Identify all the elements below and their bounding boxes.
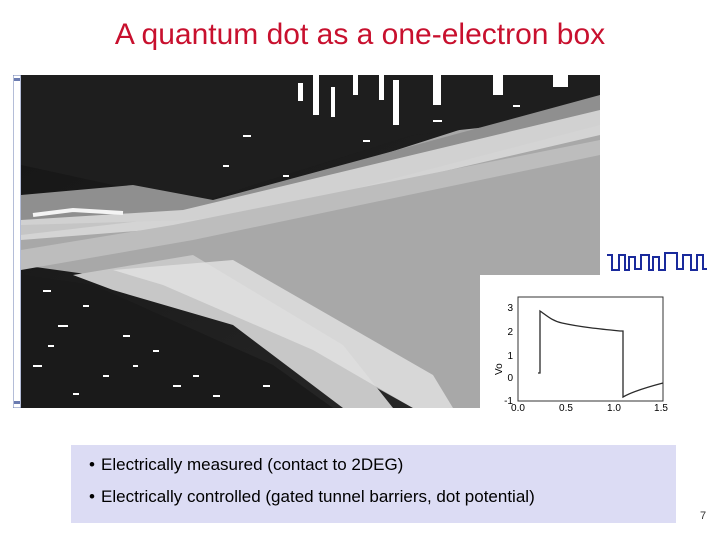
inset-x-tick: 1.0	[607, 403, 621, 413]
bullet-marker: •	[89, 455, 95, 474]
inset-curve	[538, 309, 664, 399]
list-item: • Electrically controlled (gated tunnel b…	[89, 487, 535, 507]
inset-x-tick: 0.0	[511, 403, 525, 413]
bullet-text: Electrically controlled (gated tunnel ba…	[101, 487, 535, 506]
page-number: 7	[700, 510, 707, 522]
list-item: • Electrically measured (contact to 2DEG)	[89, 455, 403, 475]
inset-y-tick: 3	[507, 303, 513, 314]
bullet-text: Electrically measured (contact to 2DEG)	[101, 455, 404, 474]
inset-plot: 3 2 1 0 -1 Vo 0.0 0.5 1.0 1.5	[480, 275, 670, 413]
inset-y-label: Vo	[494, 363, 505, 375]
inset-y-tick: 0	[507, 373, 513, 384]
bullet-list: • Electrically measured (contact to 2DEG)…	[71, 445, 676, 523]
inset-y-tick: -1	[504, 396, 513, 407]
inset-y-tick: 2	[507, 327, 513, 338]
bullet-marker: •	[89, 487, 95, 506]
inset-x-tick: 0.5	[559, 403, 573, 413]
telegraph-signal-trace	[607, 245, 707, 275]
inset-y-tick: 1	[507, 351, 513, 362]
inset-x-tick: 1.5	[654, 403, 668, 413]
slide-title: A quantum dot as a one-electron box	[114, 18, 606, 51]
